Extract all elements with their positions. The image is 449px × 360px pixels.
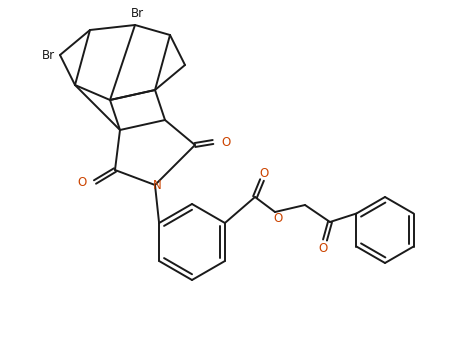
- Text: N: N: [153, 179, 161, 192]
- Text: O: O: [318, 242, 328, 255]
- Text: O: O: [78, 176, 87, 189]
- Text: O: O: [273, 212, 282, 225]
- Text: Br: Br: [131, 6, 144, 19]
- Text: Br: Br: [42, 49, 55, 62]
- Text: O: O: [221, 135, 230, 149]
- Text: O: O: [260, 166, 269, 180]
